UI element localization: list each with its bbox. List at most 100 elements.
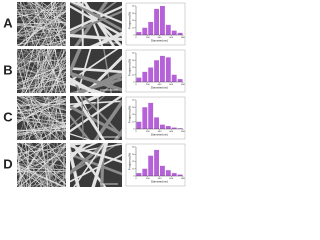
fiber bbox=[39, 49, 47, 93]
fiber bbox=[17, 96, 66, 111]
fiber bbox=[17, 49, 45, 63]
fiber bbox=[25, 49, 51, 93]
fiber bbox=[27, 49, 66, 93]
fiber bbox=[17, 74, 66, 88]
fiber bbox=[43, 143, 63, 187]
fiber bbox=[39, 49, 43, 93]
y-tick-label: 30 bbox=[132, 13, 135, 15]
x-tick-label: 800 bbox=[181, 131, 185, 133]
bar bbox=[148, 102, 154, 129]
fiber bbox=[17, 99, 66, 123]
fiber bbox=[17, 103, 66, 109]
x-tick-label: 200 bbox=[146, 84, 150, 86]
fiber bbox=[27, 96, 66, 111]
fiber bbox=[47, 114, 66, 140]
fiber bbox=[76, 49, 92, 93]
sem-high-mag bbox=[70, 2, 122, 46]
fiber bbox=[20, 2, 41, 46]
fiber bbox=[33, 49, 41, 93]
x-axis-label: Diameter(nm) bbox=[151, 86, 168, 90]
fiber bbox=[36, 2, 56, 46]
fiber bbox=[40, 49, 45, 93]
fiber bbox=[17, 143, 64, 174]
fiber bbox=[70, 5, 122, 32]
fiber bbox=[49, 143, 66, 156]
fiber bbox=[22, 49, 66, 86]
fiber bbox=[113, 128, 122, 140]
y-axis-label: Frequency(%) bbox=[128, 12, 132, 30]
bar bbox=[160, 165, 165, 176]
fiber bbox=[32, 50, 66, 93]
bar bbox=[154, 8, 159, 35]
fiber bbox=[70, 154, 122, 183]
fiber bbox=[70, 2, 122, 32]
bar bbox=[171, 127, 177, 129]
bar bbox=[136, 121, 142, 129]
fiber bbox=[17, 29, 66, 35]
fiber bbox=[17, 98, 66, 113]
bar bbox=[154, 149, 159, 176]
fiber bbox=[17, 13, 66, 23]
fiber bbox=[50, 49, 57, 93]
fiber bbox=[21, 49, 31, 93]
fiber bbox=[17, 4, 66, 11]
x-tick-label: 800 bbox=[181, 37, 185, 39]
fiber bbox=[20, 96, 37, 140]
x-axis-label: Diameter(nm) bbox=[151, 180, 168, 184]
fiber bbox=[17, 11, 66, 42]
fiber bbox=[17, 11, 66, 46]
fiber bbox=[17, 26, 66, 33]
fiber bbox=[17, 96, 54, 110]
fiber bbox=[17, 16, 66, 39]
bar bbox=[154, 117, 159, 129]
fiber bbox=[26, 151, 66, 187]
fiber bbox=[17, 50, 66, 61]
bar bbox=[171, 173, 177, 176]
fiber bbox=[17, 116, 66, 134]
fiber bbox=[83, 2, 115, 46]
fiber bbox=[17, 49, 54, 73]
bar bbox=[148, 67, 154, 82]
fiber bbox=[34, 49, 66, 70]
bar bbox=[165, 57, 171, 82]
fiber bbox=[17, 143, 21, 187]
y-tick-label: 10 bbox=[132, 168, 135, 170]
fiber bbox=[70, 67, 122, 74]
fiber bbox=[100, 143, 105, 187]
fiber bbox=[52, 132, 66, 140]
fiber bbox=[17, 2, 41, 8]
fiber bbox=[17, 103, 41, 140]
x-tick-label: 0 bbox=[135, 178, 137, 180]
fiber bbox=[18, 49, 41, 93]
fiber bbox=[19, 143, 66, 157]
x-tick-label: 600 bbox=[169, 131, 173, 133]
bar bbox=[142, 27, 148, 35]
fiber bbox=[25, 49, 53, 93]
y-axis-label: Frequency(%) bbox=[128, 59, 132, 77]
fiber bbox=[70, 153, 122, 176]
fiber bbox=[17, 67, 66, 73]
fiber bbox=[50, 2, 63, 46]
fiber bbox=[17, 64, 66, 80]
fiber bbox=[17, 96, 66, 127]
fiber bbox=[17, 25, 66, 30]
fiber bbox=[17, 101, 60, 140]
fiber bbox=[22, 49, 57, 93]
fiber bbox=[17, 124, 66, 132]
fiber bbox=[28, 2, 54, 46]
fiber bbox=[76, 73, 122, 93]
fiber bbox=[70, 100, 122, 105]
fiber bbox=[61, 96, 63, 140]
fiber bbox=[93, 99, 122, 140]
fiber bbox=[41, 2, 53, 46]
fiber bbox=[55, 175, 66, 187]
fiber bbox=[17, 152, 66, 174]
fiber bbox=[19, 143, 44, 187]
fiber bbox=[32, 96, 57, 140]
bar bbox=[177, 174, 183, 176]
fiber bbox=[17, 22, 66, 34]
fiber bbox=[17, 58, 37, 93]
y-axis-label: Frequency(%) bbox=[128, 106, 132, 124]
fiber bbox=[45, 96, 64, 140]
